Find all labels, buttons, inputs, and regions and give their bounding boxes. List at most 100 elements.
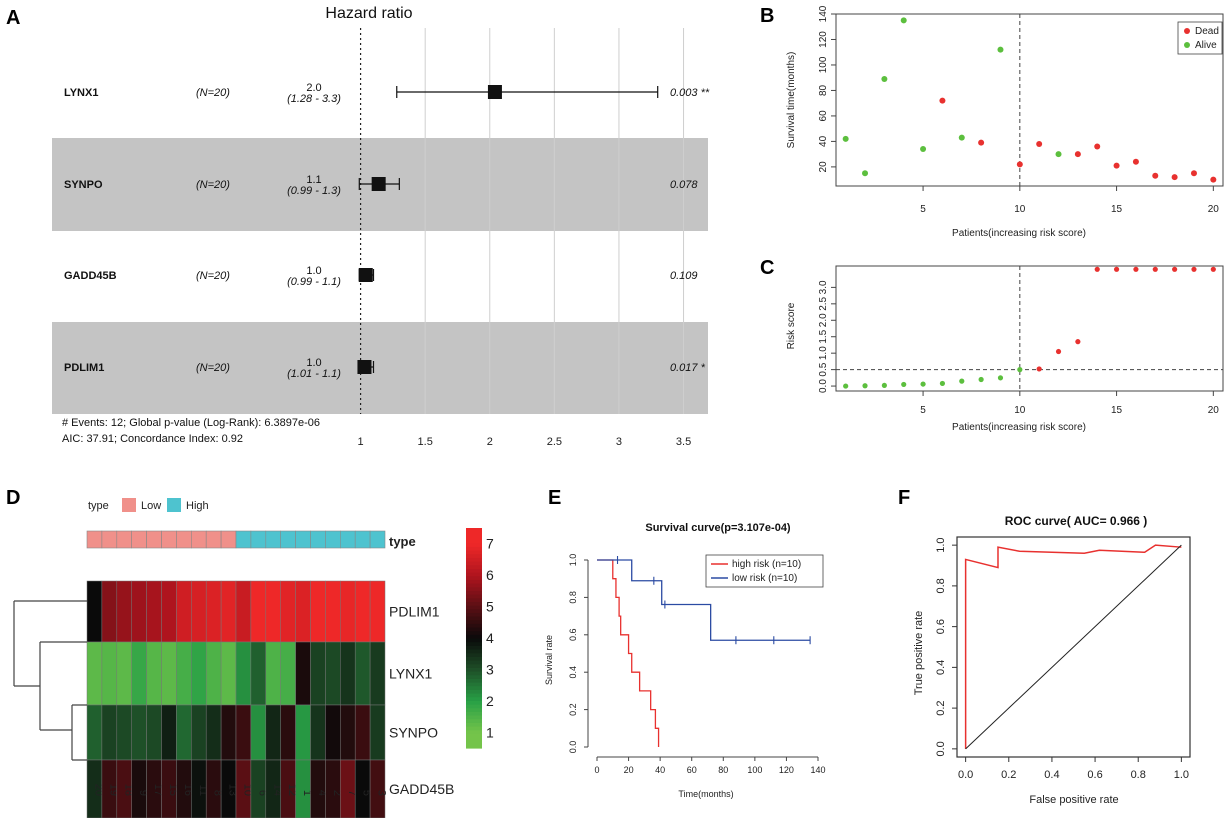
forest-rows: LYNX1 (N=20) 2.0(1.28 - 3.3) 0.003 ** SYNPO (…: [64, 82, 710, 380]
survival-scatter-y-tick-label: 140: [818, 5, 829, 22]
heatmap-scale-segment: [466, 645, 482, 650]
heatmap-cell: [101, 641, 118, 706]
heatmap-column-label: 17: [152, 784, 164, 796]
panel-letter-b: B: [760, 5, 774, 27]
heatmap-column-label: 6: [256, 790, 268, 796]
survival-scatter-point: [1094, 143, 1101, 150]
heatmap-cell: [220, 641, 237, 706]
heatmap-scale-tick-label: 6: [486, 567, 494, 583]
risk-scatter-point: [959, 378, 965, 384]
km-survival-curve: Survival curve(p=3.107e-04) 0.0 0.2 0.4 0.6…: [544, 522, 826, 799]
heatmap-scale-segment: [466, 572, 482, 577]
heatmap-column-label: 13: [227, 784, 239, 796]
heatmap-cell: [310, 641, 326, 706]
survival-scatter-y-tick-label: 60: [818, 110, 829, 122]
heatmap-scale-segment: [466, 546, 482, 551]
forest-footer-aic: AIC: 37.91; Concordance Index: 0.92: [62, 433, 243, 445]
heatmap-cell: [131, 704, 147, 761]
forest-ci-label: (1.01 - 1.1): [287, 368, 341, 380]
km-legend: high risk (n=10) low risk (n=10): [705, 554, 824, 588]
km-legend-label-low: low risk (n=10): [732, 573, 797, 584]
km-x-tick-label: 120: [779, 765, 794, 775]
survival-scatter-point: [1055, 151, 1062, 158]
roc-xlabel: False positive rate: [1029, 794, 1118, 806]
dendrogram-branch-lynx1: [39, 641, 87, 730]
heatmap-scale-segment: [466, 568, 482, 573]
survival-scatter-point: [1152, 172, 1159, 179]
risk-scatter-point: [1113, 266, 1120, 272]
survival-scatter-point: [1190, 170, 1197, 177]
risk-scatter-point: [1094, 266, 1100, 272]
heatmap-cell: [205, 580, 222, 643]
heatmap-scale-segment: [466, 649, 482, 654]
heatmap-scale-segment: [466, 744, 482, 749]
heatmap-scale-segment: [466, 605, 482, 610]
risk-scatter-y-tick-label: 3.0: [818, 280, 829, 294]
heatmap-cell: [161, 704, 177, 761]
heatmap-scale-segment: [466, 682, 482, 687]
roc-y-tick-label: 1.0: [935, 537, 947, 552]
heatmap-column-label: 11: [197, 785, 209, 796]
survival-time-scatter: 5 10 15 20 20 40 60 80 100 120 140 Patients(increa…: [786, 5, 1224, 239]
heatmap-type-cell: [325, 530, 341, 549]
risk-scatter-y-tick-label: 1.0: [818, 346, 829, 360]
forest-axis-tick-label: 3.5: [676, 436, 691, 448]
km-legend-box: [705, 554, 824, 588]
risk-scatter-point: [1017, 367, 1023, 373]
survival-scatter-y-tick-label: 80: [818, 84, 829, 96]
heatmap-scale-segment: [466, 740, 482, 745]
risk-scatter-point: [920, 381, 926, 387]
heatmap-scale-segment: [466, 656, 482, 661]
survival-scatter-point: [1113, 162, 1120, 169]
heatmap-type-cell: [354, 530, 371, 549]
heatmap-cell: [354, 641, 371, 706]
heatmap-type-cell: [280, 530, 296, 549]
heatmap-scale-tick-label: 4: [486, 630, 494, 646]
heatmap-cell: [86, 580, 103, 643]
type-legend-swatch-low: [122, 498, 136, 512]
heatmap-cell: [146, 704, 162, 761]
panel-letter-a: A: [6, 7, 20, 29]
heatmap-scale-segment: [466, 590, 482, 595]
risk-scatter-point: [978, 376, 984, 383]
heatmap-column-label: 16: [182, 784, 194, 796]
heatmap-cell: [86, 704, 103, 761]
heatmap-row-label: GADD45B: [389, 781, 454, 797]
heatmap-column-label: 10: [242, 784, 254, 796]
forest-hr-label: 1.0: [306, 357, 321, 369]
forest-hr-marker: [358, 268, 373, 282]
heatmap-cell: [205, 704, 222, 761]
survival-scatter-point: [881, 75, 888, 82]
heatmap-column-label: 8: [212, 790, 224, 796]
roc-diagonal-line: [965, 544, 1182, 750]
heatmap-column-label: 9: [137, 790, 149, 796]
legend-label-alive: Alive: [1195, 40, 1217, 51]
forest-gene-label: SYNPO: [64, 179, 103, 191]
forest-axis-tick-label: 3: [616, 436, 622, 448]
forest-n-label: (N=20): [196, 362, 230, 374]
km-title: Survival curve(p=3.107e-04): [645, 522, 791, 534]
heatmap-cell: [220, 580, 237, 643]
heatmap-scale-segment: [466, 685, 482, 690]
forest-axis-tick-label: 1.5: [418, 436, 433, 448]
forest-footer-events: # Events: 12; Global p-value (Log-Rank):…: [62, 417, 320, 429]
type-legend-label-high: High: [186, 500, 209, 512]
heatmap-column-label: 5: [361, 790, 373, 796]
heatmap-cell: [205, 641, 222, 706]
heatmap-scale-segment: [466, 634, 482, 639]
risk-scatter-point: [1152, 266, 1158, 272]
survival-scatter-point: [862, 170, 869, 177]
heatmap-cell: [295, 580, 311, 643]
heatmap-scale-segment: [466, 722, 482, 727]
survival-scatter-point: [978, 139, 985, 146]
heatmap-scale-tick-label: 3: [486, 661, 494, 677]
risk-scatter-xlabel: Patients(increasing risk score): [952, 422, 1086, 433]
forest-hr-label: 1.1: [306, 174, 321, 186]
survival-scatter-x-tick-label: 5: [920, 204, 926, 215]
heatmap-column-label: 1: [301, 790, 313, 796]
heatmap-scale-segment: [466, 674, 482, 679]
roc-x-tick-label: 1.0: [1174, 769, 1189, 781]
heatmap-cell: [191, 641, 207, 706]
heatmap-type-cell: [235, 530, 252, 549]
